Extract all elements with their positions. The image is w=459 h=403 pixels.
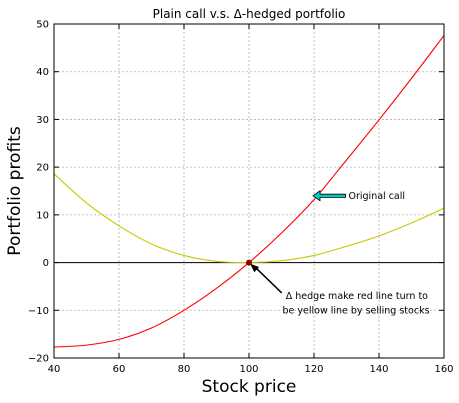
annotation-original-call: Original call bbox=[349, 191, 406, 202]
annotations: Original call Δ hedge make red line turn… bbox=[246, 189, 430, 316]
annotation-hedge-line-2: be yellow line by selling stocks bbox=[283, 305, 430, 316]
original-call-arrow bbox=[312, 189, 346, 202]
plot-frame bbox=[53, 23, 445, 359]
x-tick-label: 40 bbox=[48, 364, 61, 375]
x-tick-label: 100 bbox=[239, 364, 258, 375]
y-tick-label: 0 bbox=[43, 258, 49, 269]
x-tick-label: 120 bbox=[304, 364, 323, 375]
hedge-arrow-head bbox=[250, 263, 260, 273]
y-tick-label: 20 bbox=[36, 163, 49, 174]
chart-title: Plain call v.s. Δ-hedged portfolio bbox=[153, 7, 346, 21]
y-tick-label: 50 bbox=[36, 20, 49, 31]
y-axis-label: Portfolio profits bbox=[5, 126, 25, 256]
x-tick-label: 60 bbox=[113, 364, 126, 375]
x-axis-label: Stock price bbox=[202, 377, 297, 397]
x-tick-label: 80 bbox=[178, 364, 191, 375]
x-tick-label: 140 bbox=[369, 364, 388, 375]
y-tick-label: −20 bbox=[28, 354, 49, 365]
y-tick-label: −10 bbox=[28, 306, 49, 317]
y-tick-label: 40 bbox=[36, 67, 49, 78]
x-tick-label: 160 bbox=[434, 364, 453, 375]
y-tick-label: 30 bbox=[36, 115, 49, 126]
hedge-arrow-line bbox=[253, 265, 283, 294]
annotation-hedge-line-1: Δ hedge make red line turn to bbox=[286, 291, 428, 302]
intersection-point bbox=[246, 259, 252, 266]
y-tick-label: 10 bbox=[36, 210, 49, 221]
